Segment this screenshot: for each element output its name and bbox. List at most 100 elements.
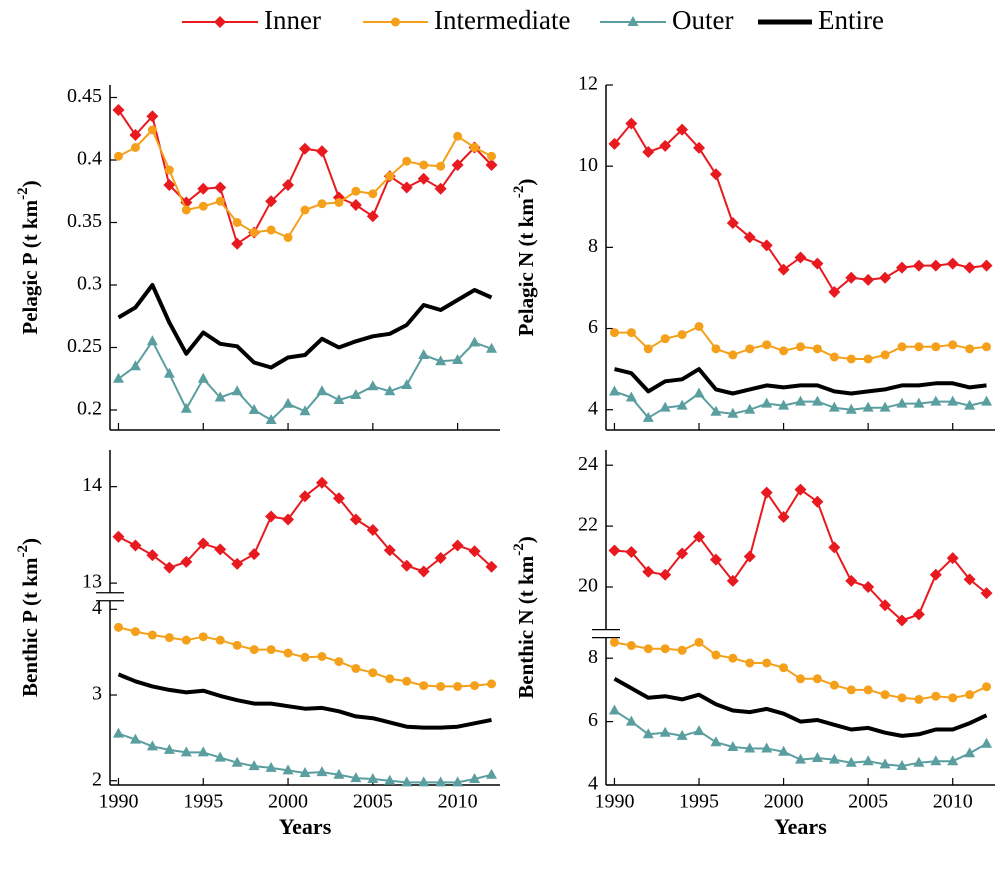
marker-diamond [315,476,328,489]
y-tick-label: 20 [578,575,598,597]
marker-circle [232,218,242,227]
marker-triangle [486,768,498,779]
x-tick-label: 2005 [848,791,888,813]
marker-diamond [963,261,976,274]
marker-diamond [676,547,689,560]
y-tick-label: 8 [588,235,598,257]
marker-triangle [710,736,722,747]
marker-triangle [163,367,175,378]
marker-diamond [642,145,655,158]
x-axis-label: Years [279,814,332,839]
legend-marker [214,16,226,28]
marker-circle [694,637,704,647]
y-axis-label: Benthic N (t km-2) [511,536,537,698]
legend-marker [627,16,639,26]
marker-circle [368,189,378,199]
marker-triangle [981,737,993,748]
marker-triangle [981,395,993,406]
marker-triangle [265,414,277,424]
y-tick-label: 2 [92,768,102,790]
marker-circle [113,151,123,161]
marker-circle [745,344,755,354]
marker-circle [728,653,738,663]
marker-diamond [146,549,159,562]
series-line [117,672,492,730]
marker-circle [164,633,174,643]
marker-diamond [349,199,362,211]
y-tick-label: 0.25 [67,335,102,357]
marker-triangle [282,397,294,408]
marker-circle [453,131,463,141]
y-axis-label-part: -2 [15,545,31,558]
marker-diamond [163,179,176,191]
marker-diamond [811,257,824,270]
marker-triangle [197,372,209,383]
marker-circle [283,233,293,242]
marker-diamond [214,181,227,194]
marker-triangle [146,740,158,751]
marker-diamond [146,110,159,123]
marker-triangle [231,385,243,396]
panel: 4 6 8 10 12 Pelagic N (t km-2) [511,73,995,431]
marker-diamond [912,608,925,621]
marker-diamond [299,142,311,155]
marker-triangle [350,772,362,783]
marker-circle [660,644,670,654]
marker-circle [300,205,310,215]
series-line [614,367,987,396]
marker-triangle [197,746,209,757]
marker-diamond [468,545,481,558]
marker-triangle [129,733,141,744]
marker-diamond [265,195,278,208]
marker-circle [880,690,890,700]
marker-circle [266,645,276,655]
marker-triangle [795,395,806,406]
y-tick-label: 13 [82,571,102,593]
marker-diamond [895,261,908,274]
marker-diamond [946,257,959,270]
marker-circle [829,680,839,690]
marker-circle [812,674,822,684]
marker-diamond [879,599,892,612]
marker-circle [232,640,242,650]
y-tick-label: 3 [92,683,102,705]
marker-circle [982,682,992,692]
marker-triangle [727,407,739,418]
legend-label: Intermediate [434,5,570,35]
marker-diamond [929,259,942,272]
marker-circle [470,143,480,152]
y-tick-label: 6 [588,709,598,731]
marker-diamond [828,541,841,554]
marker-circle [931,691,941,701]
y-tick-label: 4 [588,397,598,419]
y-tick-label: 6 [588,316,598,338]
marker-circle [897,693,907,703]
marker-triangle [163,743,175,754]
marker-triangle [214,391,226,402]
marker-diamond [659,139,672,152]
marker-triangle [384,774,396,785]
marker-circle [249,645,259,655]
y-axis-label: Pelagic N (t km-2) [511,179,537,337]
marker-triangle [659,726,671,737]
marker-triangle [625,715,637,726]
marker-triangle [180,402,192,413]
y-axis-label-part: -2 [511,543,527,556]
panel: 4 6 8 20 22 24 1990 1995 2000 2005 2010 Years Benthi… [511,450,995,839]
panel: 2 3 4 13 14 1990 1995 2000 2005 2010 Years Benthic … [15,450,500,839]
marker-diamond [743,231,756,244]
marker-circle [677,330,687,340]
marker-triangle [333,394,345,404]
marker-triangle [299,405,311,416]
x-tick-label: 2010 [438,791,478,813]
marker-circle [711,344,721,354]
marker-triangle [350,389,362,399]
marker-diamond [845,574,858,587]
legend-label: Entire [818,5,884,35]
marker-diamond [112,530,125,543]
marker-circle [368,668,378,678]
marker-triangle [761,397,773,408]
marker-triangle [469,773,481,784]
marker-triangle [913,756,925,767]
marker-diamond [197,182,210,195]
